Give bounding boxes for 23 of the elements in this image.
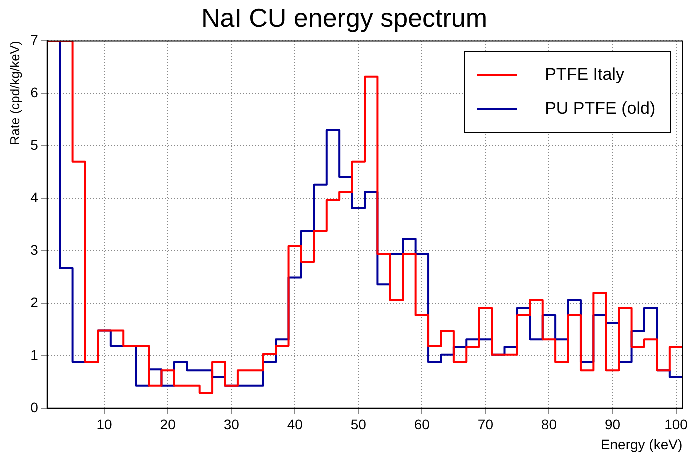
x-tick-label: 90 <box>604 416 621 433</box>
x-tick-label: 30 <box>224 416 240 433</box>
x-tick-label: 50 <box>350 416 367 433</box>
y-tick-label: 5 <box>30 136 39 153</box>
x-tick-label: 80 <box>541 416 558 433</box>
y-tick-label: 4 <box>30 189 39 206</box>
x-axis-title: Energy (keV) <box>600 436 683 452</box>
legend-label: PU PTFE (old) <box>545 99 656 120</box>
y-tick-label: 7 <box>30 32 39 48</box>
x-tick-label: 100 <box>664 416 688 433</box>
x-tick-label: 20 <box>160 416 176 433</box>
x-tick-label: 60 <box>414 416 430 433</box>
y-tick-label: 6 <box>30 84 39 101</box>
y-tick-label: 3 <box>30 242 39 258</box>
y-axis-title: Rate (cpd/kg/keV) <box>7 41 22 146</box>
x-tick-label: 40 <box>287 416 304 433</box>
y-tick-label: 2 <box>30 294 39 310</box>
y-tick-label: 0 <box>30 399 39 416</box>
chart-title: NaI CU energy spectrum <box>201 2 488 33</box>
x-tick-label: 10 <box>96 416 113 433</box>
x-tick-label: 70 <box>478 416 494 433</box>
y-tick-label: 1 <box>30 346 39 363</box>
legend-label: PTFE Italy <box>545 65 624 86</box>
